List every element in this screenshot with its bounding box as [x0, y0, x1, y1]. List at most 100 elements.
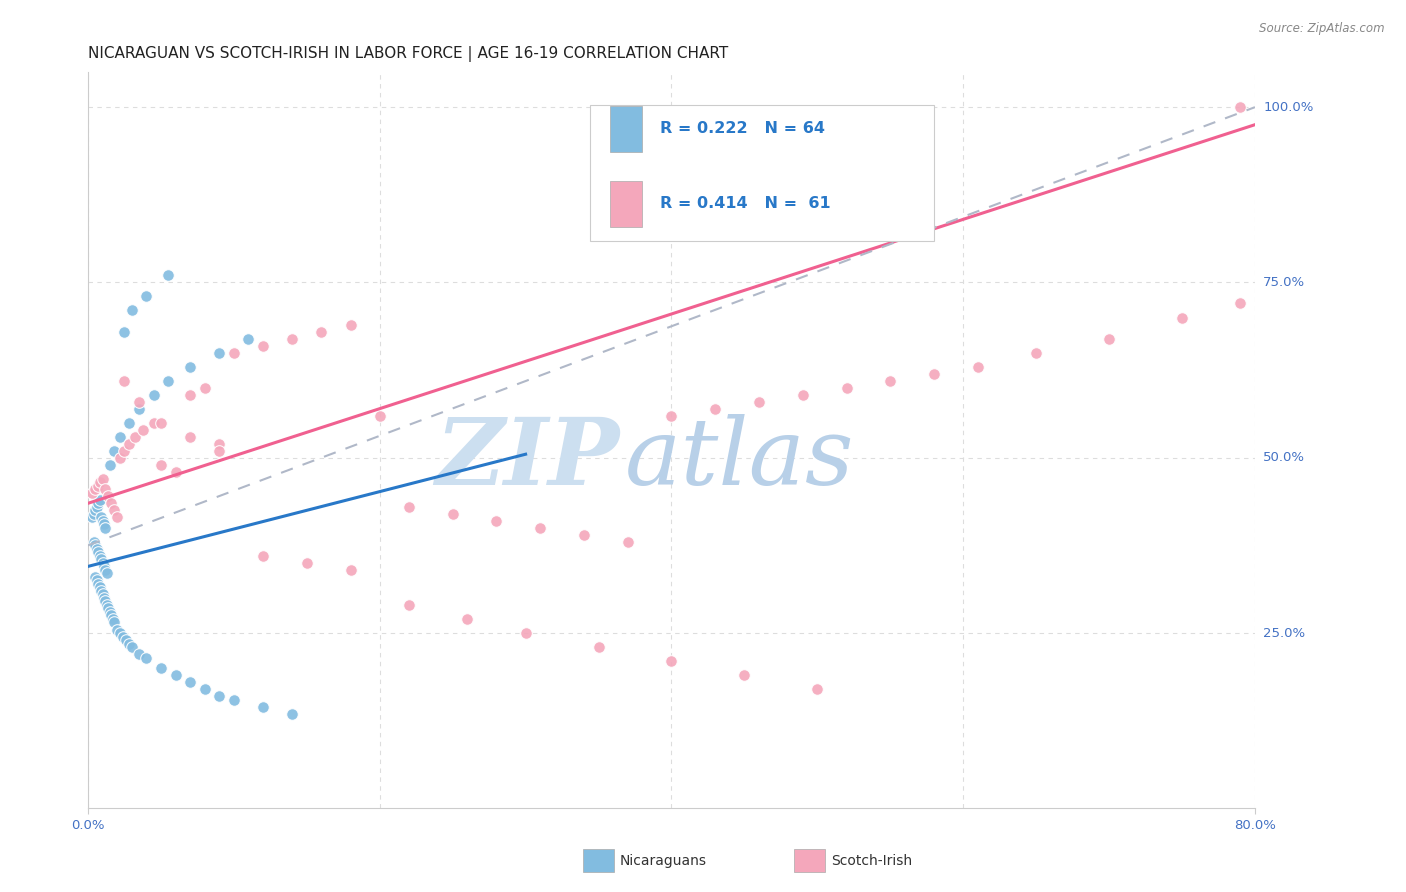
Text: Scotch-Irish: Scotch-Irish [831, 854, 912, 868]
Text: 75.0%: 75.0% [1264, 276, 1305, 289]
Point [142, 416, 165, 430]
Point [879, 374, 901, 388]
Point [121, 303, 143, 318]
Point [441, 507, 464, 521]
Point [128, 401, 150, 416]
Point [87, 479, 110, 493]
Point [94, 563, 117, 577]
Point [86, 541, 108, 556]
Point [84, 503, 107, 517]
Point [149, 661, 172, 675]
Point [90, 552, 112, 566]
Point [1229, 296, 1251, 310]
Point [515, 626, 537, 640]
Point [748, 394, 770, 409]
Point [208, 689, 231, 703]
Point [105, 623, 128, 637]
Point [368, 409, 391, 423]
Point [281, 332, 304, 346]
Point [485, 514, 508, 528]
Point [135, 289, 157, 303]
Point [108, 450, 131, 465]
Point [616, 534, 638, 549]
Point [103, 443, 125, 458]
Point [179, 675, 201, 690]
Bar [610, 106, 643, 152]
Point [91, 587, 114, 601]
Point [149, 416, 172, 430]
Point [82, 510, 104, 524]
Point [252, 338, 274, 352]
Point [94, 483, 117, 497]
Point [100, 496, 122, 510]
Point [98, 605, 121, 619]
Text: Source: ZipAtlas.com: Source: ZipAtlas.com [1260, 22, 1385, 36]
Point [118, 436, 141, 450]
Point [311, 325, 333, 339]
Point [661, 654, 683, 668]
Point [89, 475, 111, 490]
Point [114, 443, 136, 458]
Point [157, 374, 180, 388]
Point [91, 472, 114, 486]
Point [398, 500, 420, 514]
Point [83, 534, 105, 549]
Point [1098, 332, 1121, 346]
Point [86, 500, 108, 514]
Point [93, 591, 115, 605]
Point [118, 416, 141, 430]
Point [111, 630, 134, 644]
Point [93, 517, 115, 532]
Point [98, 458, 121, 472]
Point [1025, 345, 1047, 359]
Point [84, 570, 107, 584]
Point [295, 556, 318, 570]
Point [529, 521, 551, 535]
Point [132, 423, 155, 437]
Point [83, 507, 105, 521]
Point [105, 510, 128, 524]
Point [94, 521, 117, 535]
Point [194, 682, 217, 697]
Point [1171, 310, 1194, 325]
Point [90, 510, 112, 524]
Point [142, 387, 165, 401]
Point [588, 640, 610, 654]
Point [84, 538, 107, 552]
Point [103, 615, 125, 630]
Point [222, 692, 245, 706]
Point [704, 401, 727, 416]
Point [661, 409, 683, 423]
Point [165, 668, 187, 682]
Point [93, 559, 115, 574]
Point [922, 367, 945, 381]
Point [792, 387, 814, 401]
Point [339, 563, 361, 577]
Point [208, 345, 231, 359]
Point [281, 706, 304, 721]
Text: 25.0%: 25.0% [1264, 626, 1305, 640]
Point [115, 633, 138, 648]
Text: ZIP: ZIP [434, 414, 619, 504]
Text: 50.0%: 50.0% [1264, 451, 1305, 464]
Text: Nicaraguans: Nicaraguans [620, 854, 707, 868]
Point [572, 528, 595, 542]
Point [124, 430, 146, 444]
FancyBboxPatch shape [589, 105, 934, 242]
Point [128, 394, 150, 409]
Point [252, 549, 274, 563]
Point [97, 601, 120, 615]
Text: 100.0%: 100.0% [1264, 101, 1313, 113]
Point [149, 458, 172, 472]
Point [179, 430, 201, 444]
Point [222, 345, 245, 359]
Point [90, 583, 112, 598]
Point [966, 359, 988, 374]
Point [103, 503, 125, 517]
Point [208, 436, 231, 450]
Point [114, 374, 136, 388]
Point [100, 608, 122, 623]
Point [238, 332, 260, 346]
Point [108, 430, 131, 444]
Bar [610, 181, 643, 227]
